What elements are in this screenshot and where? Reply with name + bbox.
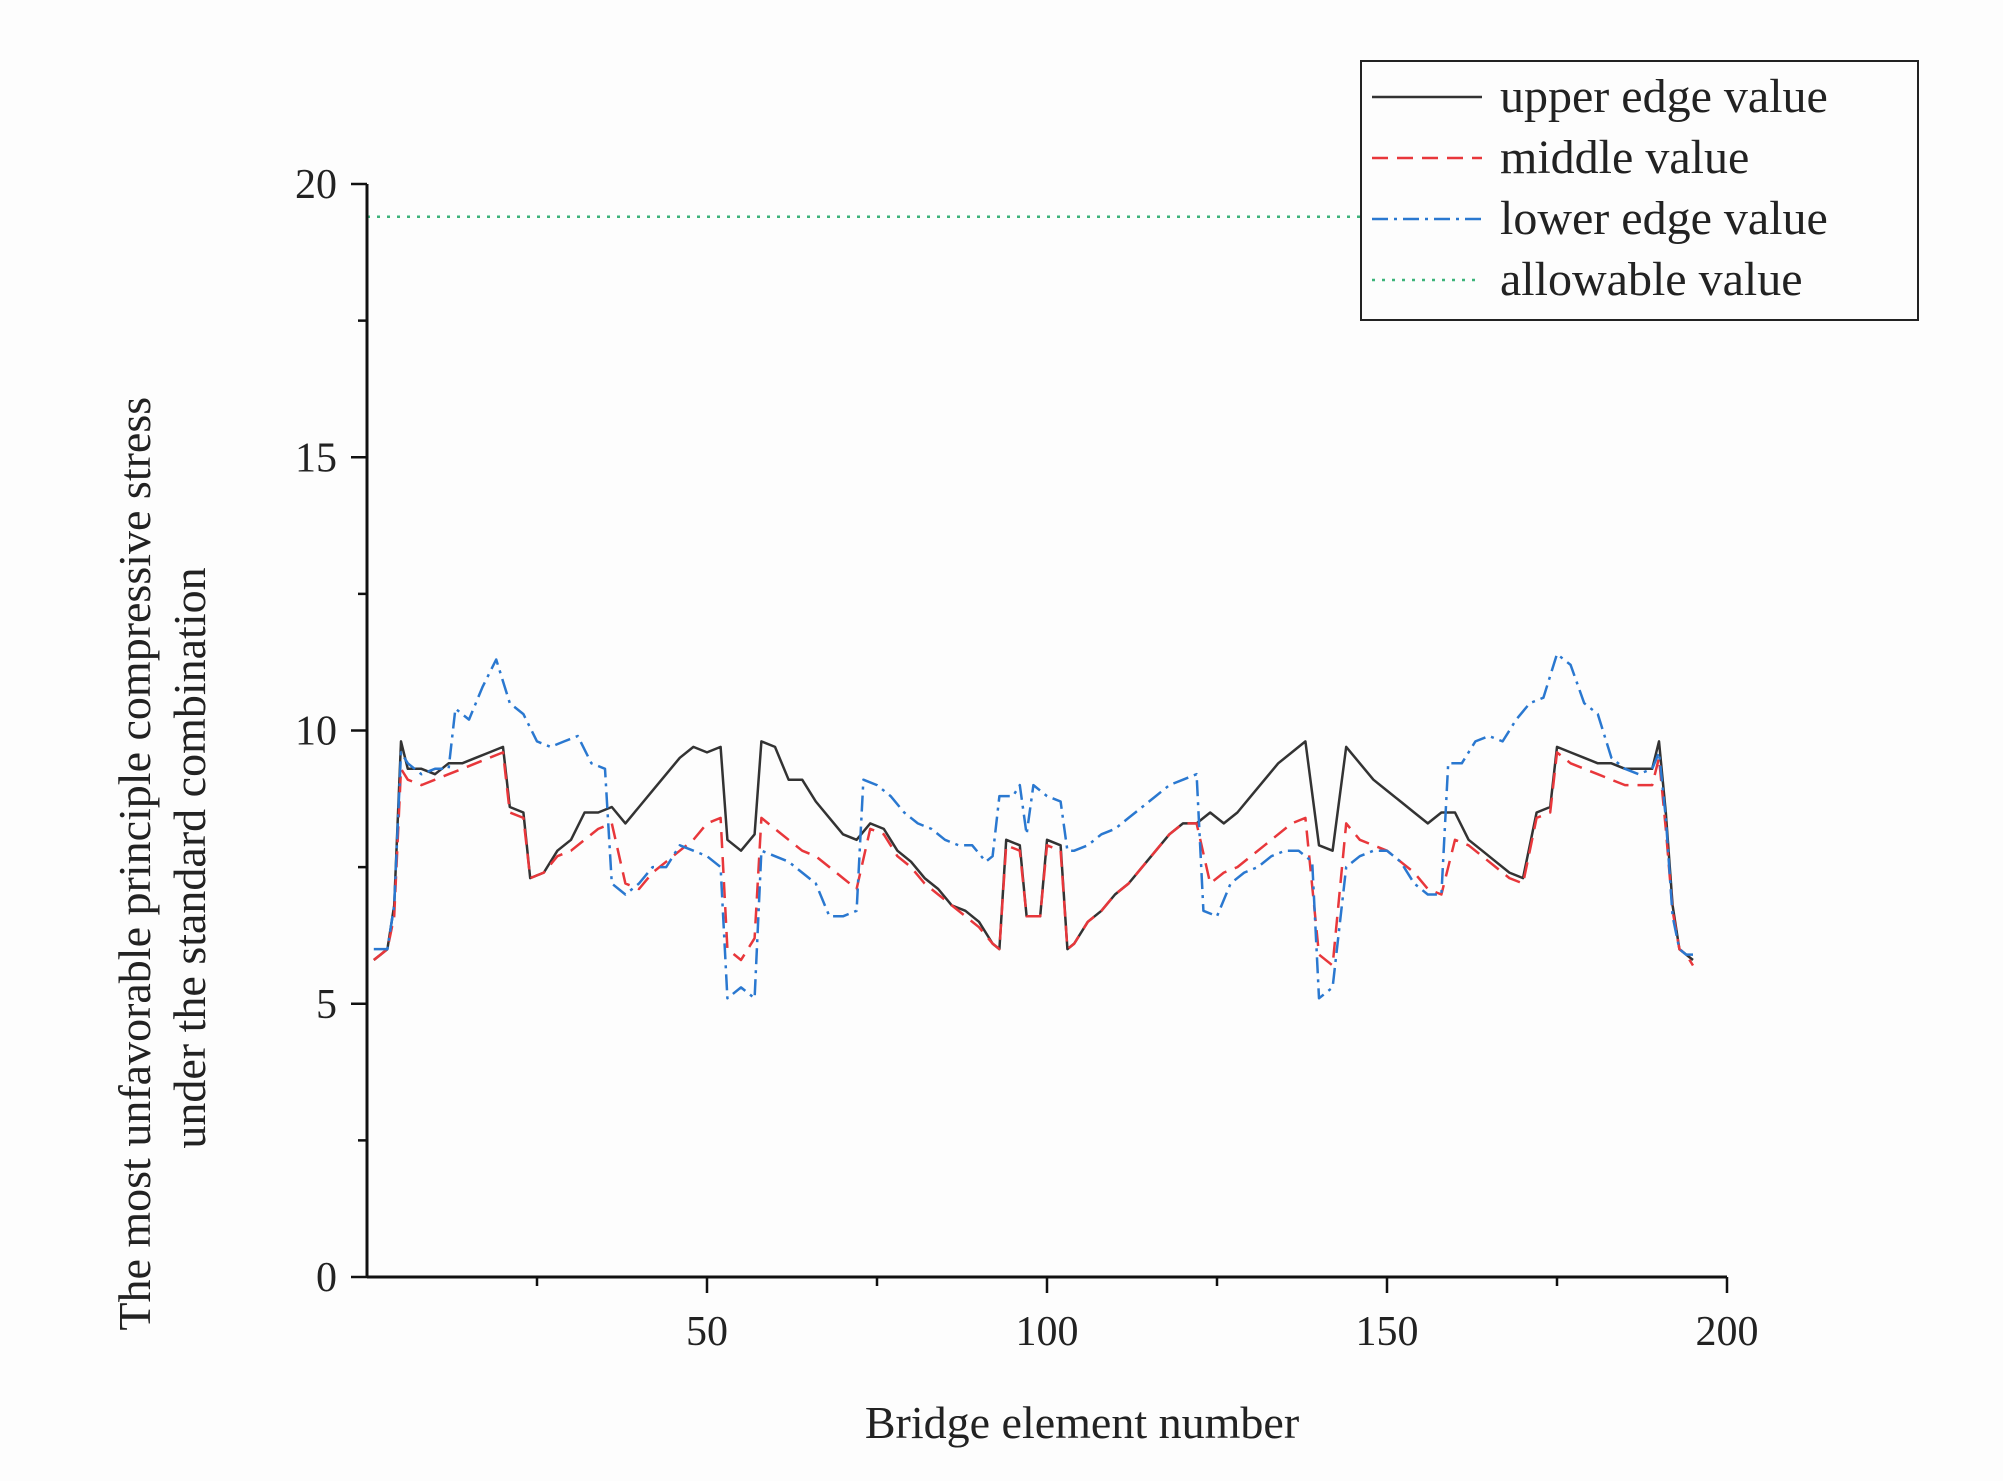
- legend-label-upper-edge-value: upper edge value: [1500, 70, 1828, 123]
- y-tick-label: 20: [295, 162, 337, 208]
- y-tick-label: 10: [295, 709, 337, 755]
- y-tick-label: 15: [295, 435, 337, 481]
- series-line-lower-edge-value: [373, 652, 1693, 1000]
- series-line-middle-value: [373, 751, 1695, 967]
- legend-label-allowable-value: allowable value: [1500, 253, 1803, 306]
- y-axis-title: The most unfavorable principle compressi…: [109, 385, 215, 1330]
- y-ticks: 0 5 10 15 20: [295, 162, 367, 1301]
- legend-box: [1360, 60, 1919, 321]
- y-tick-label: 0: [316, 1255, 337, 1301]
- legend-label-middle-value: middle value: [1500, 131, 1749, 184]
- axes: [365, 184, 1727, 1279]
- y-axis-title-line-2: under the standard combination: [164, 567, 215, 1148]
- x-ticks: 50 100 150 200: [535, 1277, 1759, 1355]
- x-tick-label: 200: [1696, 1309, 1759, 1355]
- x-tick-label: 50: [686, 1309, 728, 1355]
- x-axis-title: Bridge element number: [865, 1397, 1299, 1448]
- legend-label-lower-edge-value: lower edge value: [1500, 192, 1828, 245]
- legend: upper edge value middle value lower edge…: [1360, 60, 1919, 321]
- y-tick-label: 5: [316, 982, 337, 1028]
- x-tick-label: 100: [1016, 1309, 1079, 1355]
- x-tick-label: 150: [1356, 1309, 1419, 1355]
- y-axis-title-line-1: The most unfavorable principle compressi…: [109, 397, 160, 1331]
- plot-lines: [367, 215, 1727, 1000]
